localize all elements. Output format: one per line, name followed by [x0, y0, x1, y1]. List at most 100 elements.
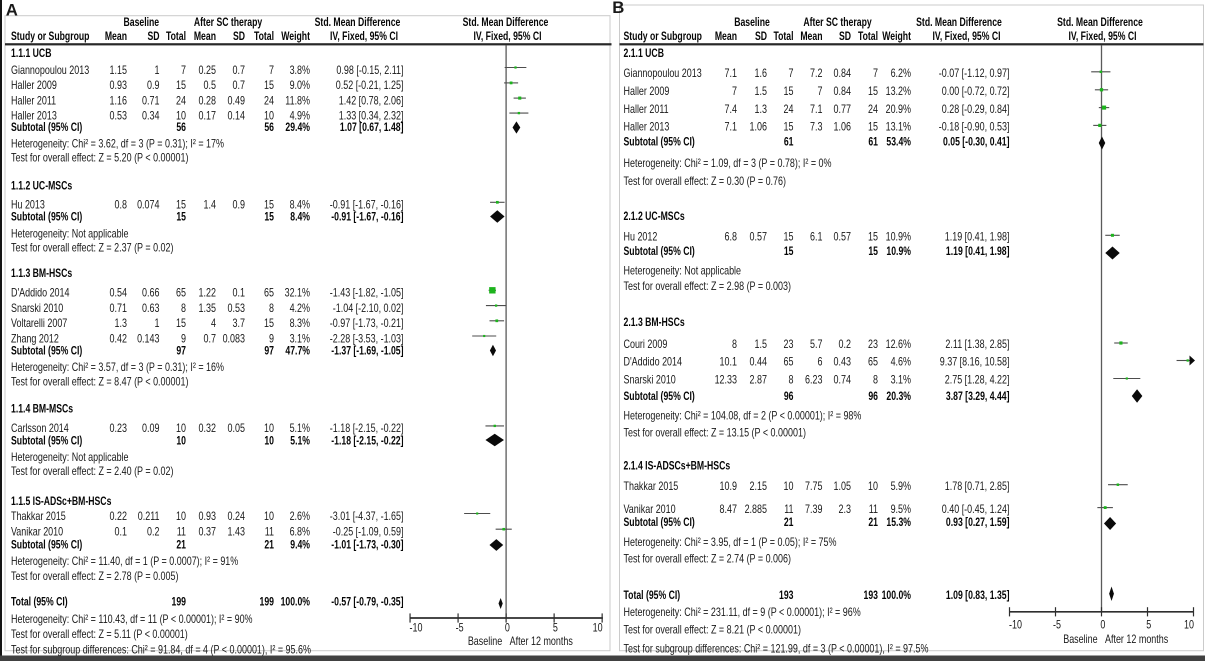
- svg-text:Heterogeneity: Chi² = 3.95, df: Heterogeneity: Chi² = 3.95, df = 1 (P = …: [624, 537, 837, 549]
- svg-text:8: 8: [873, 375, 878, 387]
- svg-text:10: 10: [176, 511, 186, 523]
- svg-text:Baseline: Baseline: [468, 636, 503, 648]
- svg-text:0.28: 0.28: [199, 95, 217, 107]
- svg-text:12.6%: 12.6%: [886, 339, 911, 351]
- svg-text:Snarski 2010: Snarski 2010: [11, 303, 63, 315]
- svg-text:1.05: 1.05: [834, 481, 852, 493]
- svg-text:15: 15: [868, 86, 878, 98]
- svg-text:0.143: 0.143: [137, 333, 160, 345]
- svg-text:193: 193: [864, 590, 879, 603]
- svg-text:8: 8: [789, 375, 794, 387]
- svg-text:0.2: 0.2: [147, 526, 160, 538]
- svg-text:4.9%: 4.9%: [290, 110, 310, 122]
- svg-text:0.57: 0.57: [750, 231, 768, 243]
- svg-text:3.87 [3.29, 4.44]: 3.87 [3.29, 4.44]: [946, 391, 1010, 404]
- svg-text:0.37: 0.37: [199, 526, 217, 538]
- svg-text:2.75 [1.28, 4.22]: 2.75 [1.28, 4.22]: [945, 375, 1010, 387]
- svg-text:7: 7: [269, 65, 274, 77]
- svg-text:11.8%: 11.8%: [285, 95, 310, 107]
- svg-text:0.05 [-0.30, 0.41]: 0.05 [-0.30, 0.41]: [943, 136, 1009, 149]
- svg-text:15: 15: [264, 212, 274, 225]
- svg-text:SD: SD: [839, 31, 851, 44]
- svg-text:0.074: 0.074: [137, 200, 160, 212]
- svg-text:21: 21: [176, 539, 186, 552]
- svg-text:0.77: 0.77: [834, 104, 852, 116]
- svg-text:0.53: 0.53: [110, 110, 128, 122]
- svg-text:6.2%: 6.2%: [891, 68, 911, 80]
- svg-text:10: 10: [264, 110, 274, 122]
- svg-text:11: 11: [265, 526, 274, 538]
- svg-text:0.93: 0.93: [110, 80, 128, 92]
- svg-text:-10: -10: [1009, 620, 1022, 632]
- svg-text:Test for overall effect: Z = 0: Test for overall effect: Z = 0.30 (P = 0…: [624, 176, 787, 188]
- svg-text:Test for subgroup differences:: Test for subgroup differences: Chi² = 91…: [11, 644, 311, 656]
- svg-text:199: 199: [260, 596, 275, 609]
- svg-text:97: 97: [176, 345, 186, 358]
- svg-text:Heterogeneity: Chi² = 231.11,: Heterogeneity: Chi² = 231.11, df = 9 (P …: [624, 607, 861, 619]
- svg-text:61: 61: [784, 136, 794, 149]
- svg-text:0.42: 0.42: [110, 333, 128, 345]
- svg-text:SD: SD: [147, 31, 159, 44]
- svg-text:Std. Mean Difference: Std. Mean Difference: [916, 17, 1002, 30]
- svg-text:0.52 [-0.21, 1.25]: 0.52 [-0.21, 1.25]: [336, 80, 404, 92]
- svg-text:-3.01 [-4.37, -1.65]: -3.01 [-4.37, -1.65]: [330, 511, 404, 523]
- svg-text:0.74: 0.74: [834, 375, 852, 387]
- svg-text:Subtotal (95% CI): Subtotal (95% CI): [624, 391, 695, 404]
- svg-text:-1.43 [-1.82, -1.05]: -1.43 [-1.82, -1.05]: [330, 288, 404, 300]
- svg-text:96: 96: [784, 391, 794, 404]
- svg-text:0.09: 0.09: [142, 423, 160, 435]
- svg-text:0.84: 0.84: [834, 68, 852, 80]
- svg-text:Test for overall effect: Z = 2: Test for overall effect: Z = 2.40 (P = 0…: [11, 466, 174, 478]
- svg-text:Haller 2009: Haller 2009: [11, 80, 57, 92]
- svg-text:2.1.2 UC-MSCs: 2.1.2 UC-MSCs: [624, 211, 685, 224]
- svg-text:1.19 [0.41, 1.98]: 1.19 [0.41, 1.98]: [946, 246, 1010, 259]
- svg-text:Haller 2011: Haller 2011: [11, 95, 56, 107]
- svg-text:4.6%: 4.6%: [891, 357, 911, 369]
- svg-text:0.083: 0.083: [223, 333, 246, 345]
- svg-text:10.1: 10.1: [720, 357, 738, 369]
- svg-text:8: 8: [269, 303, 274, 315]
- svg-text:Vanikar 2010: Vanikar 2010: [624, 504, 676, 516]
- svg-text:10.9%: 10.9%: [886, 231, 911, 243]
- svg-text:32.1%: 32.1%: [285, 288, 310, 300]
- svg-text:1.43: 1.43: [228, 526, 246, 538]
- svg-text:Mean: Mean: [800, 31, 822, 44]
- svg-text:1.09 [0.83, 1.35]: 1.09 [0.83, 1.35]: [946, 590, 1010, 603]
- svg-text:24: 24: [264, 95, 274, 107]
- svg-text:0.14: 0.14: [228, 110, 246, 122]
- svg-text:5.1%: 5.1%: [290, 435, 310, 448]
- svg-text:9: 9: [269, 333, 274, 345]
- svg-text:0.211: 0.211: [138, 511, 160, 523]
- svg-text:Study or Subgroup: Study or Subgroup: [624, 31, 702, 44]
- svg-text:Heterogeneity: Not applicable: Heterogeneity: Not applicable: [11, 229, 129, 241]
- svg-text:Heterogeneity: Chi² = 110.43,: Heterogeneity: Chi² = 110.43, df = 11 (P…: [11, 614, 253, 626]
- svg-text:10: 10: [176, 110, 186, 122]
- svg-text:15: 15: [868, 231, 878, 243]
- svg-text:10: 10: [868, 481, 878, 493]
- svg-text:-0.57 [-0.79, -0.35]: -0.57 [-0.79, -0.35]: [331, 596, 403, 609]
- svg-text:B: B: [612, 0, 624, 17]
- svg-text:15: 15: [784, 86, 794, 98]
- svg-text:97: 97: [264, 345, 274, 358]
- svg-text:Test for overall effect: Z = 2: Test for overall effect: Z = 2.37 (P = 0…: [11, 243, 174, 255]
- svg-text:IV, Fixed, 95% CI: IV, Fixed, 95% CI: [473, 31, 541, 44]
- svg-text:Test for overall effect: Z = 2: Test for overall effect: Z = 2.74 (P = 0…: [624, 554, 791, 566]
- svg-text:0.84: 0.84: [834, 86, 852, 98]
- svg-text:0.25: 0.25: [199, 65, 217, 77]
- svg-text:-1.01 [-1.73, -0.30]: -1.01 [-1.73, -0.30]: [331, 539, 403, 552]
- svg-text:-5: -5: [1053, 620, 1061, 632]
- svg-text:Weight: Weight: [281, 31, 310, 44]
- svg-text:8.47: 8.47: [720, 504, 738, 516]
- svg-text:3.1%: 3.1%: [891, 375, 911, 387]
- svg-text:0.24: 0.24: [228, 511, 246, 523]
- svg-text:10: 10: [593, 622, 603, 634]
- svg-text:Baseline: Baseline: [734, 17, 770, 30]
- svg-text:65: 65: [868, 357, 878, 369]
- svg-text:0.98 [-0.15, 2.11]: 0.98 [-0.15, 2.11]: [336, 65, 403, 77]
- svg-text:1.1.2 UC-MSCs: 1.1.2 UC-MSCs: [11, 181, 72, 194]
- svg-text:0.53: 0.53: [228, 303, 246, 315]
- svg-text:Giannopoulou 2013: Giannopoulou 2013: [624, 68, 702, 80]
- svg-text:0.28 [-0.29, 0.84]: 0.28 [-0.29, 0.84]: [942, 104, 1010, 116]
- svg-text:1.3: 1.3: [115, 318, 128, 330]
- svg-text:A: A: [6, 0, 18, 19]
